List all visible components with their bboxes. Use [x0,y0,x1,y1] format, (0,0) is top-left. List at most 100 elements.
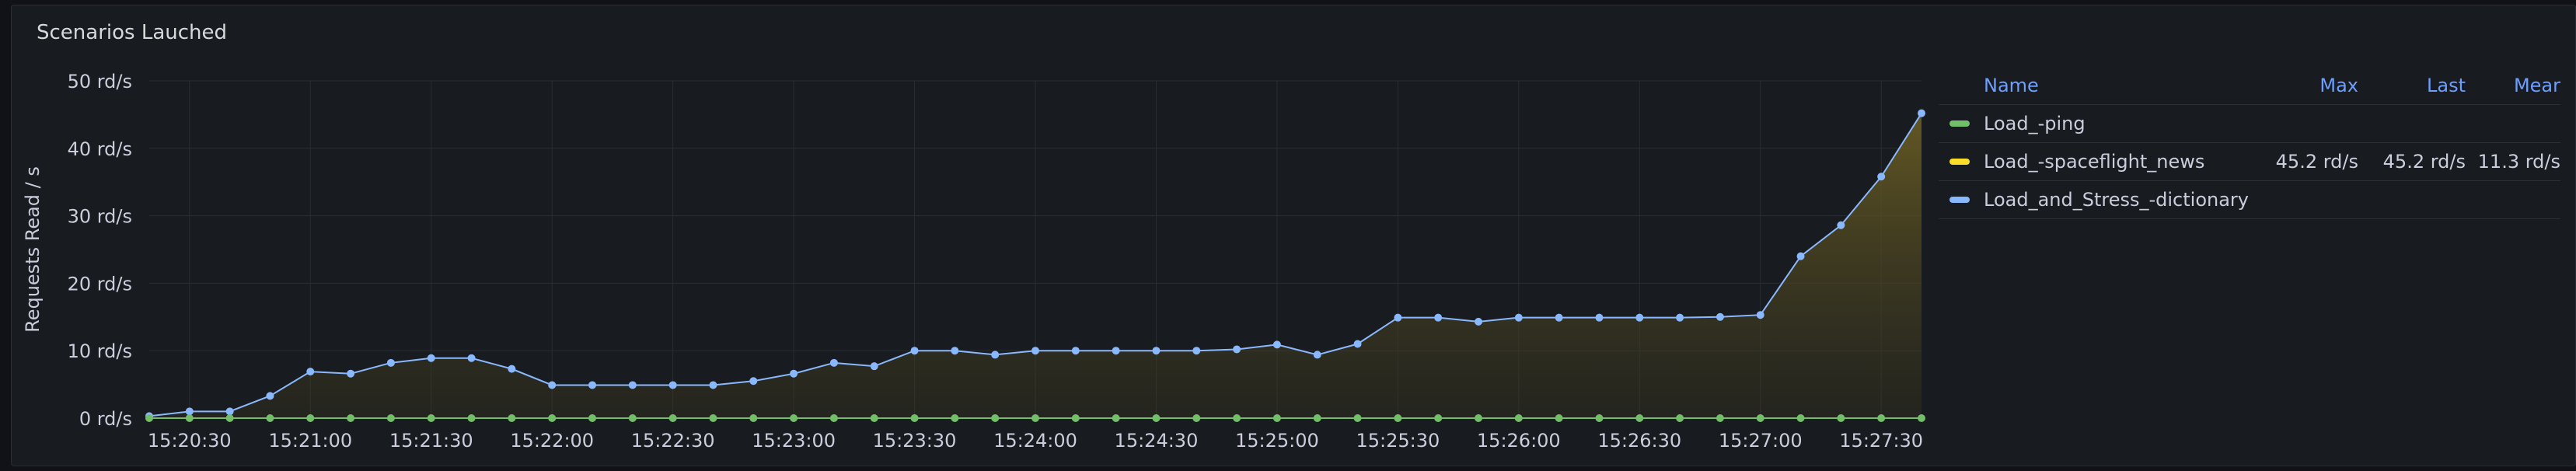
data-point[interactable] [1313,351,1321,359]
data-point[interactable] [991,414,1000,422]
data-point[interactable] [386,358,395,367]
data-point[interactable] [749,414,758,422]
data-point[interactable] [1031,414,1039,422]
data-point[interactable] [306,368,315,376]
data-point[interactable] [829,414,838,422]
data-point[interactable] [467,414,476,422]
legend-row[interactable]: Load_-spaceflight_news 45.2 rd/s 45.2 rd… [1939,143,2560,181]
data-point[interactable] [1071,414,1080,422]
data-point[interactable] [1676,414,1684,422]
data-point[interactable] [1595,313,1604,322]
legend-row[interactable]: Load_-ping [1939,105,2560,143]
data-point[interactable] [1475,317,1482,326]
data-point[interactable] [1716,312,1724,321]
data-point[interactable] [1837,221,1845,229]
data-point[interactable] [1555,313,1563,322]
data-point[interactable] [1595,414,1604,422]
data-point[interactable] [1756,414,1764,422]
legend-row[interactable]: Load_and_Stress_-dictionary [1939,181,2560,219]
data-point[interactable] [1514,313,1523,322]
data-point[interactable] [1796,414,1805,422]
data-point[interactable] [386,414,395,422]
data-point[interactable] [991,351,1000,359]
data-point[interactable] [1152,414,1161,422]
data-point[interactable] [508,414,516,422]
data-point[interactable] [1233,414,1241,422]
data-point[interactable] [588,381,596,389]
data-point[interactable] [1877,173,1886,181]
data-point[interactable] [1353,414,1362,422]
data-point[interactable] [306,414,315,422]
data-point[interactable] [225,414,234,422]
data-point[interactable] [548,414,557,422]
data-point[interactable] [1353,340,1362,348]
data-point[interactable] [709,414,717,422]
data-point[interactable] [1635,414,1644,422]
data-point[interactable] [1514,414,1523,422]
data-point[interactable] [1112,414,1120,422]
data-point[interactable] [1555,414,1563,422]
data-point[interactable] [951,347,959,355]
data-point[interactable] [1272,340,1281,349]
legend-header-mean[interactable]: Mear [2513,75,2560,96]
legend-header-max[interactable]: Max [2319,75,2358,96]
data-point[interactable] [467,354,476,362]
data-point[interactable] [870,362,878,371]
legend-header-last[interactable]: Last [2427,75,2466,96]
data-point[interactable] [1112,347,1120,355]
data-point[interactable] [1434,414,1443,422]
data-point[interactable] [1071,347,1080,355]
data-point[interactable] [910,414,919,422]
data-point[interactable] [1635,313,1644,322]
data-point[interactable] [1394,414,1402,422]
legend-header-name[interactable]: Name [1984,75,2039,96]
data-point[interactable] [508,365,516,373]
data-point[interactable] [266,392,274,400]
data-point[interactable] [225,407,234,416]
data-point[interactable] [709,381,717,389]
data-point[interactable] [628,381,637,389]
data-point[interactable] [1796,252,1805,260]
data-point[interactable] [1434,313,1443,322]
data-point[interactable] [1918,414,1925,422]
data-point[interactable] [628,414,637,422]
data-point[interactable] [1837,414,1845,422]
data-point[interactable] [145,414,153,422]
data-point[interactable] [1152,347,1161,355]
data-point[interactable] [1192,347,1201,355]
data-point[interactable] [347,369,355,378]
legend-series-name[interactable]: Load_-spaceflight_news [1984,151,2205,173]
legend-series-name[interactable]: Load_and_Stress_-dictionary [1984,189,2249,211]
data-point[interactable] [1716,414,1724,422]
data-point[interactable] [1031,347,1039,355]
data-point[interactable] [749,377,758,386]
data-point[interactable] [1475,414,1482,422]
data-point[interactable] [790,369,798,378]
data-point[interactable] [870,414,878,422]
data-point[interactable] [1756,311,1764,319]
data-point[interactable] [185,414,194,422]
data-point[interactable] [1192,414,1201,422]
data-point[interactable] [1877,414,1886,422]
data-point[interactable] [347,414,355,422]
data-point[interactable] [548,381,557,389]
data-point[interactable] [588,414,596,422]
data-point[interactable] [427,414,435,422]
data-point[interactable] [427,354,435,362]
legend-series-name[interactable]: Load_-ping [1984,113,2086,134]
data-point[interactable] [1394,313,1402,322]
data-point[interactable] [1272,414,1281,422]
data-point[interactable] [1313,414,1321,422]
data-point[interactable] [829,358,838,367]
data-point[interactable] [1676,313,1684,322]
data-point[interactable] [266,414,274,422]
data-point[interactable] [1233,345,1241,354]
data-point[interactable] [951,414,959,422]
data-point[interactable] [910,347,919,355]
data-point[interactable] [668,414,677,422]
data-point[interactable] [668,381,677,389]
data-point[interactable] [185,407,194,416]
data-point[interactable] [790,414,798,422]
data-point[interactable] [1918,109,1925,117]
